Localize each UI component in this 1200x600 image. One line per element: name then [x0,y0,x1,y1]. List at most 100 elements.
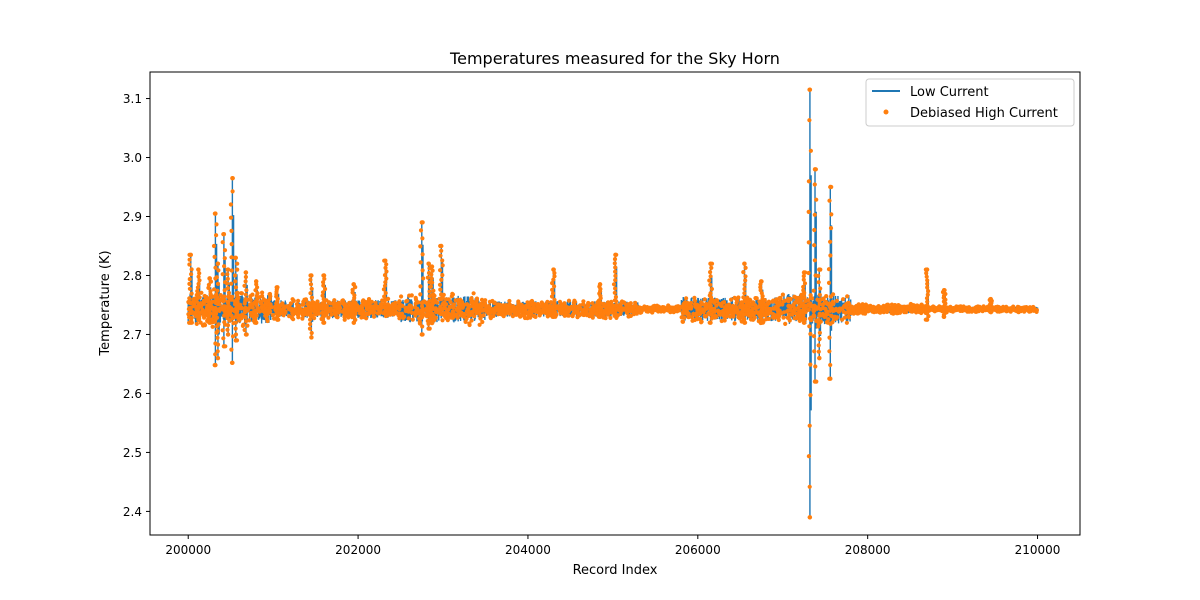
scatter-point [196,281,201,286]
scatter-point-peak [225,267,231,272]
scatter-point [612,257,618,262]
scatter-point [260,293,265,299]
scatter-point [797,313,802,318]
scatter-point [581,312,587,318]
scatter-point [806,179,812,184]
scatter-point [188,301,193,306]
scatter-point [469,297,474,302]
scatter-point [743,278,748,283]
scatter-point-peak [419,220,424,225]
scatter-point-peak [807,87,813,92]
scatter-point [291,317,296,322]
scatter-point [707,278,712,283]
scatter-point [816,280,821,285]
scatter-point [379,302,384,307]
scatter-point [925,292,930,297]
scatter-point [794,295,799,300]
scatter-point [501,308,506,313]
scatter-point [706,311,711,316]
scatter-point [1026,306,1031,311]
scatter-point [809,318,814,323]
scatter-point [187,262,192,267]
scatter-point [806,270,811,276]
scatter-point [233,320,238,325]
scatter-point [580,308,585,313]
scatter-point [830,314,835,319]
scatter-point [210,324,215,329]
scatter-point [346,315,351,320]
scatter-point-trough [351,320,356,325]
scatter-point [479,297,485,302]
scatter-point-trough [742,320,747,325]
scatter-point [516,299,521,304]
scatter-point [702,313,707,318]
scatter-point [407,293,412,298]
scatter-point [539,300,544,305]
scatter-point [463,319,468,324]
scatter-point [610,306,615,311]
scatter-point [917,309,922,315]
scatter-point [321,297,326,302]
scatter-point [389,310,394,316]
scatter-point [801,302,806,307]
scatter-point [846,314,851,319]
scatter-point [472,305,477,310]
scatter-point [426,321,431,326]
scatter-point [507,298,512,304]
scatter-point [418,260,423,265]
scatter-point [800,309,806,314]
scatter-point [760,308,765,313]
scatter-point [519,313,525,318]
scatter-point [451,313,456,318]
scatter-point [439,297,444,302]
scatter-point [926,314,931,319]
scatter-point [846,308,851,313]
scatter-point [743,265,748,270]
scatter-point [741,295,746,300]
scatter-point [575,315,580,320]
scatter-point [853,305,858,310]
scatter-point [322,313,327,318]
scatter-point [233,279,238,284]
scatter-point [239,305,244,310]
scatter-point [239,312,244,318]
scatter-point [218,293,223,298]
scatter-point [227,304,232,309]
scatter-point [754,305,759,310]
scatter-point [695,306,700,311]
scatter-point [418,284,423,289]
scatter-point [438,268,443,273]
scatter-point [450,303,455,309]
scatter-point [781,299,787,304]
scatter-point [197,271,202,276]
scatter-point [926,289,931,294]
scatter-point [320,293,325,298]
scatter-point [428,312,433,317]
scatter-point [518,309,523,314]
scatter-point [730,303,736,308]
scatter-point [684,296,689,301]
scatter-point [1022,305,1027,310]
scatter-point [382,273,388,278]
scatter-point [708,270,713,275]
scatter-point [221,299,226,304]
scatter-point [307,304,313,309]
scatter-point [816,343,821,348]
scatter-point [758,314,763,319]
scatter-point [222,320,227,325]
scatter-point [450,291,455,296]
scatter-point [709,286,715,292]
scatter-point-peak [988,296,993,302]
scatter-point [807,118,812,123]
scatter-point [220,240,225,245]
scatter-point [415,306,420,311]
scatter-point [215,335,220,340]
scatter-point [335,315,340,320]
scatter-point [477,322,482,327]
scatter-point [584,310,589,315]
scatter-point [906,304,911,310]
scatter-point [258,301,264,306]
scatter-point [924,306,929,312]
scatter-point-trough [759,320,764,325]
scatter-point [474,296,480,301]
